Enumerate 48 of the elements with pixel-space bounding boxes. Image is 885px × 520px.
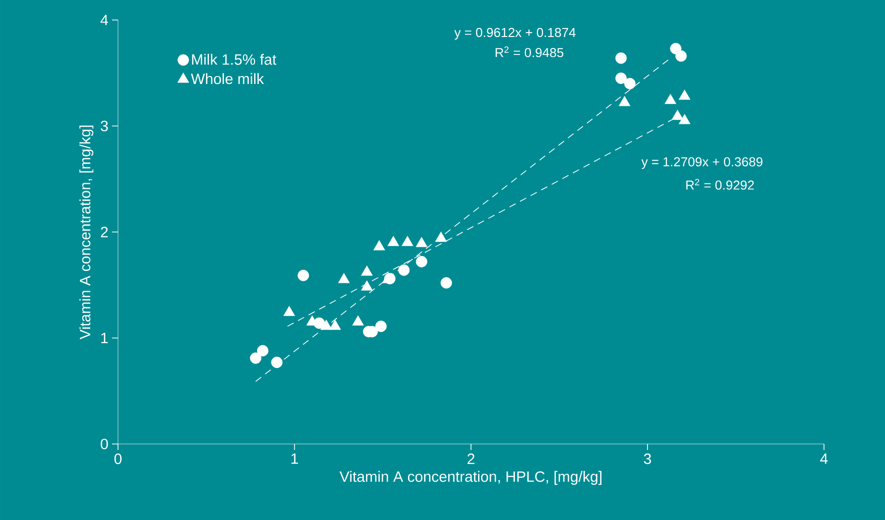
y-tick-label: 2 — [100, 226, 108, 238]
annotation: y = 1.2709x + 0.3689 — [641, 157, 762, 169]
point — [250, 352, 262, 364]
point — [664, 94, 676, 104]
point — [283, 306, 296, 316]
point — [435, 232, 447, 242]
annotation: y = 0.9612x + 0.1874 — [454, 28, 576, 40]
y-tick-label: 0 — [100, 438, 108, 450]
point — [624, 78, 636, 90]
point — [398, 264, 410, 276]
legend-label: Whole milk — [190, 73, 264, 84]
annotation: R$^{2}$ = 0.9292 — [686, 178, 754, 190]
point — [615, 52, 627, 64]
point — [416, 236, 428, 248]
point — [416, 256, 428, 268]
point — [618, 96, 630, 106]
x-axis-title: Vitamin A concentration, HPLC, [mg/kg] — [340, 470, 602, 485]
y-tick-label: 4 — [100, 14, 108, 26]
annotation: R$^{2}$ = 0.9485 — [496, 46, 564, 58]
point — [675, 50, 687, 62]
point — [440, 277, 452, 289]
point — [678, 114, 690, 124]
x-tick-label: 1 — [291, 454, 298, 464]
point — [615, 72, 627, 84]
y-tick-label: 1 — [101, 332, 108, 344]
y-tick-label: 3 — [100, 120, 108, 132]
x-tick-label: 2 — [468, 454, 474, 464]
point — [375, 320, 387, 332]
y-axis-title: Vitamin A concentration, [mg/kg] — [79, 126, 94, 340]
point — [352, 315, 364, 326]
point — [257, 345, 268, 356]
point — [402, 236, 414, 246]
point — [373, 240, 386, 250]
point — [338, 273, 350, 284]
point — [320, 320, 332, 330]
point — [271, 356, 283, 368]
x-tick-label: 0 — [114, 454, 122, 464]
point — [670, 42, 682, 54]
x-tick-label: 3 — [644, 454, 652, 464]
point — [672, 110, 684, 120]
point — [388, 236, 400, 246]
point — [329, 320, 341, 330]
point — [298, 270, 310, 282]
point — [361, 280, 373, 291]
point — [361, 266, 373, 276]
x-tick-label: 4 — [820, 454, 828, 464]
legend-label: Milk 1.5% fat — [192, 54, 276, 65]
point — [678, 90, 690, 100]
